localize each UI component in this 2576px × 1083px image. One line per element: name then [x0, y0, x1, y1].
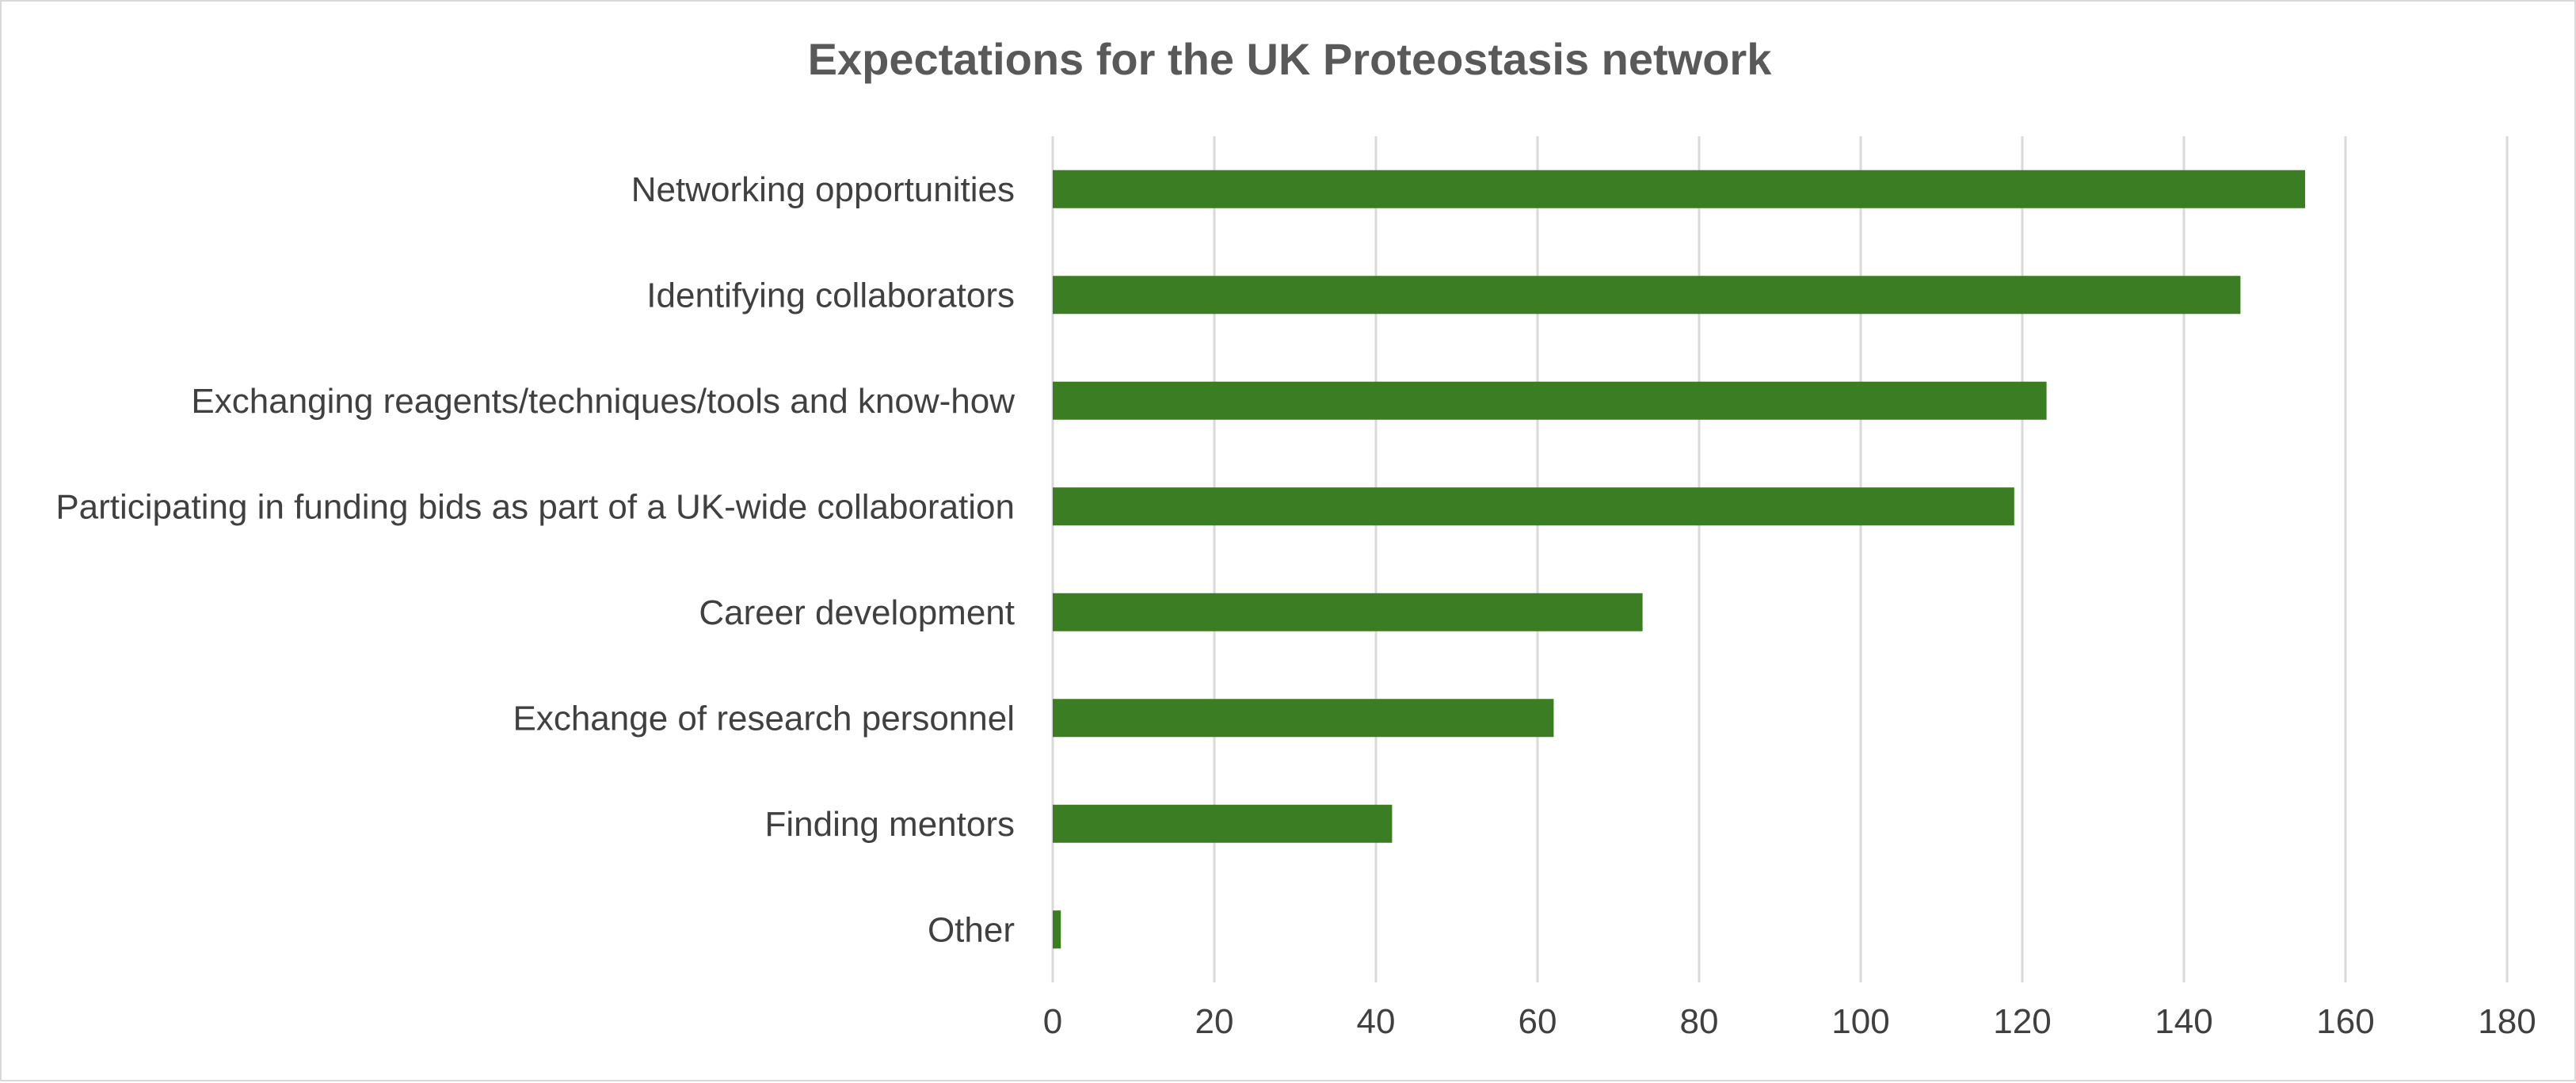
x-tick-label: 120 — [1993, 1002, 2051, 1041]
bar — [1053, 276, 2241, 315]
bar — [1053, 804, 1393, 843]
x-tick-label: 0 — [1043, 1002, 1062, 1041]
category-label: Networking opportunities — [631, 170, 1015, 209]
x-tick-label: 160 — [2316, 1002, 2374, 1041]
x-tick-label: 80 — [1680, 1002, 1719, 1041]
bar — [1053, 487, 2014, 526]
bar — [1053, 593, 1643, 631]
x-tick-label: 60 — [1519, 1002, 1557, 1041]
x-tick-label: 40 — [1357, 1002, 1396, 1041]
bar — [1053, 381, 2047, 420]
category-label: Exchange of research personnel — [513, 699, 1015, 738]
chart-title: Expectations for the UK Proteostasis net… — [808, 34, 1773, 84]
x-tick-label: 180 — [2478, 1002, 2536, 1041]
x-tick-label: 140 — [2155, 1002, 2212, 1041]
category-labels: Networking opportunities Identifying coll… — [55, 170, 1015, 950]
bar — [1053, 699, 1554, 738]
bar — [1053, 170, 2305, 208]
category-label: Participating in funding bids as part of… — [55, 487, 1015, 526]
x-tick-label: 20 — [1195, 1002, 1234, 1041]
x-tick-label: 100 — [1831, 1002, 1889, 1041]
category-label: Exchanging reagents/techniques/tools and… — [191, 382, 1015, 421]
category-label: Identifying collaborators — [646, 276, 1015, 315]
category-label: Other — [928, 910, 1015, 949]
bar — [1053, 910, 1061, 949]
bars — [1053, 170, 2305, 949]
gridlines — [1051, 136, 2509, 982]
category-label: Finding mentors — [765, 805, 1015, 844]
category-label: Career development — [699, 593, 1015, 632]
x-axis-tick-labels: 0 20 40 60 80 100 120 140 160 180 — [1043, 1002, 2536, 1041]
